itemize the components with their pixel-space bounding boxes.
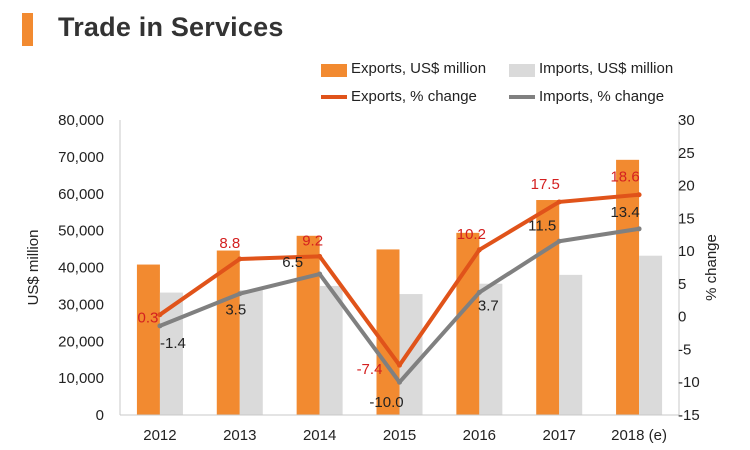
- legend-label-exports-bar: Exports, US$ million: [351, 60, 487, 77]
- data-label-imports-pct-2015: -10.0: [369, 394, 403, 411]
- data-label-exports-pct-2015: -7.4: [357, 361, 383, 378]
- y-tick-left-40,000: 40,000: [58, 260, 104, 277]
- point-imports-pct-2016: [476, 289, 482, 295]
- y-tick-right-5: 5: [678, 276, 686, 293]
- line-layer: [157, 192, 642, 385]
- point-exports-pct-2014: [317, 253, 323, 259]
- point-imports-pct-2017: [556, 238, 562, 244]
- y-axis-left-title: US$ million: [25, 230, 42, 306]
- point-imports-pct-2015: [397, 379, 402, 385]
- y-tick-left-30,000: 30,000: [58, 296, 104, 313]
- y-tick-right-20: 20: [678, 178, 695, 195]
- x-tick-2013: 2013: [223, 427, 256, 444]
- data-label-layer: 0.3 8.8 9.2 -7.4 10.2 17.5 18.6 -1.4 3.5 6.5 -10.0…: [137, 169, 639, 411]
- y-tick-left-0: 0: [96, 407, 104, 424]
- legend-label-exports-line: Exports, % change: [351, 88, 477, 105]
- point-imports-pct-2014: [317, 271, 323, 277]
- bar-exports-2018 (e): [616, 159, 640, 415]
- data-label-exports-pct-2012: 0.3: [137, 310, 158, 327]
- point-imports-pct-2012: [157, 323, 163, 329]
- data-label-exports-pct-2013: 8.8: [219, 235, 240, 252]
- y-tick-right-0: 0: [678, 309, 686, 326]
- point-imports-pct-2018 (e): [636, 226, 642, 232]
- data-label-imports-pct-2013: 3.5: [225, 302, 246, 319]
- title-accent-bar: [22, 13, 33, 46]
- x-tick-2016: 2016: [463, 427, 496, 444]
- legend-swatch-exports-line: [321, 95, 347, 99]
- legend-label-imports-bar: Imports, US$ million: [539, 60, 674, 77]
- legend-swatch-exports-bar: [321, 64, 347, 77]
- data-label-imports-pct-2016: 3.7: [478, 297, 499, 314]
- y-tick-left-20,000: 20,000: [58, 333, 104, 350]
- data-label-exports-pct-2016: 10.2: [457, 226, 486, 243]
- bar-imports-2014: [319, 285, 343, 415]
- x-tick-2014: 2014: [303, 427, 336, 444]
- legend-swatch-imports-line: [509, 95, 535, 99]
- y-tick-right--15: -15: [678, 407, 700, 424]
- y-tick-right--5: -5: [678, 341, 691, 358]
- y-tick-right-30: 30: [678, 112, 695, 129]
- bar-exports-2015: [376, 249, 400, 415]
- data-label-imports-pct-2018 (e): 13.4: [610, 204, 639, 221]
- legend-label-imports-line: Imports, % change: [539, 88, 665, 105]
- bar-imports-2016: [479, 283, 503, 415]
- data-label-exports-pct-2017: 17.5: [531, 176, 560, 193]
- point-exports-pct-2016: [476, 247, 482, 253]
- bar-imports-2017: [559, 274, 583, 415]
- bar-exports-2012: [136, 264, 160, 415]
- bar-exports-2013: [216, 250, 240, 415]
- bar-exports-2014: [296, 235, 320, 415]
- y-tick-right--10: -10: [678, 374, 700, 391]
- data-label-imports-pct-2014: 6.5: [282, 254, 303, 271]
- axes-layer: 0 10,000 20,000 30,000 40,000 50,000 60,000 70,…: [25, 112, 720, 444]
- data-label-imports-pct-2017: 11.5: [528, 217, 556, 234]
- bar-imports-2013: [239, 289, 263, 415]
- bar-exports-2016: [456, 232, 480, 415]
- y-tick-left-10,000: 10,000: [58, 370, 104, 387]
- legend-swatch-imports-bar: [509, 64, 535, 77]
- point-exports-pct-2012: [157, 312, 163, 318]
- x-tick-2015: 2015: [383, 427, 416, 444]
- x-tick-2017: 2017: [543, 427, 576, 444]
- x-tick-2012: 2012: [143, 427, 176, 444]
- y-tick-right-10: 10: [678, 243, 695, 260]
- y-tick-right-25: 25: [678, 145, 695, 162]
- data-label-exports-pct-2018 (e): 18.6: [610, 169, 639, 186]
- data-label-imports-pct-2012: -1.4: [160, 335, 186, 352]
- y-tick-left-50,000: 50,000: [58, 223, 104, 240]
- point-exports-pct-2015: [397, 362, 402, 368]
- y-tick-right-15: 15: [678, 210, 695, 227]
- bar-imports-2015: [399, 294, 423, 415]
- data-label-exports-pct-2014: 9.2: [302, 232, 323, 249]
- point-exports-pct-2017: [556, 199, 562, 205]
- y-tick-left-80,000: 80,000: [58, 112, 104, 129]
- y-axis-right-title: % change: [703, 234, 720, 301]
- chart-title: Trade in Services: [58, 12, 284, 42]
- x-tick-2018 (e): 2018 (e): [611, 427, 667, 444]
- point-imports-pct-2013: [237, 291, 243, 297]
- bar-imports-2018 (e): [639, 255, 663, 415]
- point-exports-pct-2013: [237, 256, 243, 262]
- y-tick-left-70,000: 70,000: [58, 149, 104, 166]
- y-tick-left-60,000: 60,000: [58, 186, 104, 203]
- point-exports-pct-2018 (e): [636, 192, 642, 198]
